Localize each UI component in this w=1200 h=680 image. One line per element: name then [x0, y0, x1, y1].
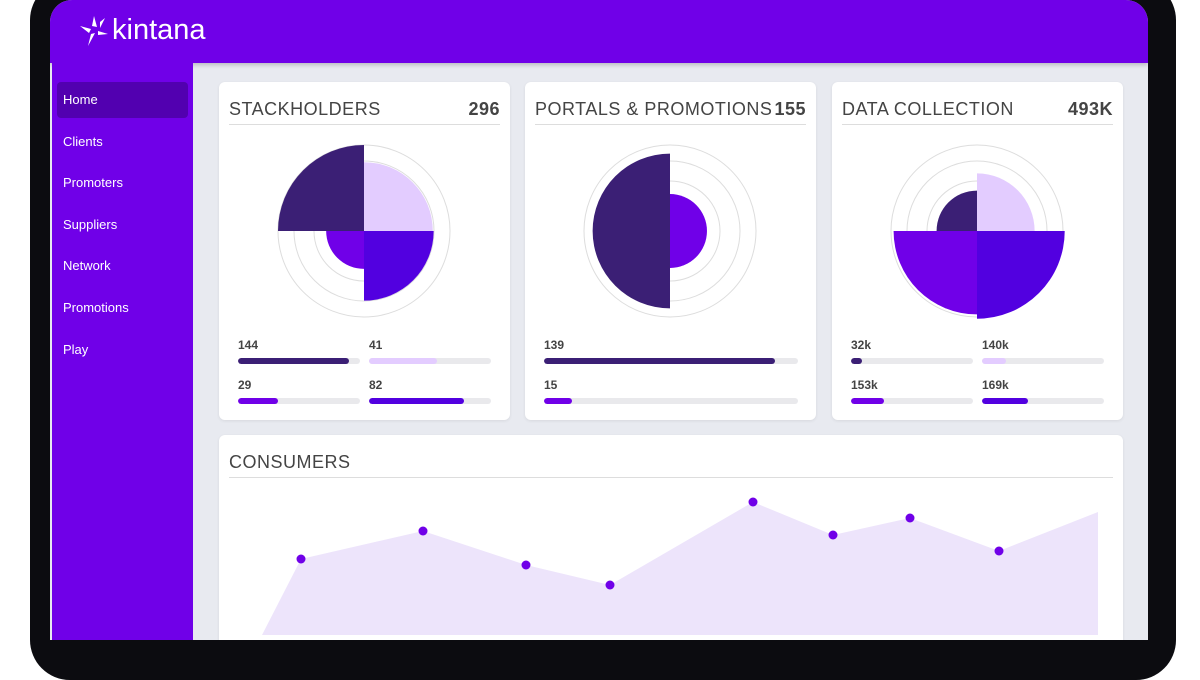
polar-wedge	[278, 145, 364, 231]
stat-item: 15	[544, 378, 798, 404]
data-point[interactable]	[605, 580, 615, 590]
area-fill	[262, 502, 1098, 635]
card-stackholders: STACKHOLDERS 296 144 41 29 82	[219, 82, 510, 420]
card-portals-promotions: PORTALS & PROMOTIONS 155 139 15	[525, 82, 816, 420]
stat-item: 139	[544, 338, 798, 364]
polar-chart	[583, 144, 757, 318]
stat-item: 29	[238, 378, 360, 404]
card-title: CONSUMERS	[229, 452, 351, 472]
sidebar-item-promoters[interactable]: Promoters	[63, 175, 123, 191]
card-data-collection: DATA COLLECTION 493K 32k 140k 153k 169k	[832, 82, 1123, 420]
stat-value: 169k	[982, 378, 1009, 392]
stat-progress-bar	[238, 398, 360, 404]
stat-progress-fill	[851, 398, 884, 404]
stat-progress-bar	[369, 398, 491, 404]
card-total: 155	[774, 99, 806, 119]
grid-ring	[583, 144, 757, 318]
stat-progress-bar	[238, 358, 360, 364]
stat-progress-fill	[369, 398, 465, 404]
stat-value: 32k	[851, 338, 872, 352]
polar-wedge	[936, 190, 977, 231]
data-point[interactable]	[296, 554, 306, 564]
card-title: PORTALS & PROMOTIONS	[535, 99, 773, 119]
data-point[interactable]	[994, 546, 1004, 556]
card-title-row: STACKHOLDERS 296	[229, 99, 500, 125]
polar-wedge	[364, 231, 434, 301]
stat-progress-bar	[982, 398, 1104, 404]
data-point[interactable]	[521, 560, 531, 570]
sidebar-item-play[interactable]: Play	[63, 341, 89, 357]
stat-progress-fill	[238, 358, 350, 364]
stat-progress-fill	[238, 398, 279, 404]
stat-progress-bar	[544, 398, 798, 404]
data-point[interactable]	[828, 530, 838, 540]
stat-progress-fill	[982, 398, 1029, 404]
stat-item: 169k	[982, 378, 1104, 404]
stat-value: 15	[544, 378, 558, 392]
stat-item: 153k	[851, 378, 973, 404]
stat-progress-bar	[982, 358, 1104, 364]
consumers-area-chart	[262, 497, 1098, 635]
header: kintana	[50, 0, 1148, 63]
polar-wedge	[977, 173, 1035, 231]
logo-star-icon	[80, 16, 108, 46]
sidebar-item-promotions[interactable]: Promotions	[63, 299, 129, 315]
polar-chart	[277, 144, 451, 318]
stat-value: 153k	[851, 378, 878, 392]
stat-progress-fill	[369, 358, 438, 364]
stat-value: 139	[544, 338, 565, 352]
polar-wedge	[893, 231, 977, 315]
stat-value: 41	[369, 338, 383, 352]
stat-item: 32k	[851, 338, 973, 364]
stat-progress-fill	[544, 358, 776, 364]
stat-progress-bar	[369, 358, 491, 364]
data-point[interactable]	[418, 526, 428, 536]
stat-value: 29	[238, 378, 252, 392]
stat-progress-fill	[544, 398, 572, 404]
stat-progress-bar	[851, 358, 973, 364]
sidebar-item-network[interactable]: Network	[63, 258, 111, 274]
card-title: STACKHOLDERS	[229, 99, 381, 119]
stat-value: 144	[238, 338, 259, 352]
stat-item: 140k	[982, 338, 1104, 364]
kintana-logo[interactable]: kintana	[76, 12, 206, 48]
stat-value: 140k	[982, 338, 1009, 352]
card-title-row: PORTALS & PROMOTIONS 155	[535, 99, 806, 125]
card-total: 296	[468, 99, 500, 119]
stat-progress-fill	[982, 358, 1007, 364]
sidebar: Home Clients Promoters Suppliers Network Prom…	[52, 63, 193, 640]
polar-chart	[890, 144, 1065, 319]
stat-item: 41	[369, 338, 491, 364]
sidebar-item-suppliers[interactable]: Suppliers	[63, 216, 118, 232]
stat-value: 82	[369, 378, 383, 392]
polar-wedge	[670, 194, 707, 268]
stat-progress-bar	[851, 398, 973, 404]
logo-text: kintana	[112, 13, 206, 46]
stat-progress-fill	[851, 358, 862, 364]
polar-wedge	[364, 162, 433, 231]
card-title-row: DATA COLLECTION 493K	[842, 99, 1113, 125]
stat-item: 82	[369, 378, 491, 404]
sidebar-item-clients[interactable]: Clients	[63, 133, 103, 149]
stat-item: 144	[238, 338, 360, 364]
card-title: DATA COLLECTION	[842, 99, 1014, 119]
sidebar-item-home[interactable]: Home	[57, 82, 188, 118]
data-point[interactable]	[748, 497, 758, 507]
data-point[interactable]	[905, 513, 915, 523]
consumers-card: CONSUMERS	[219, 435, 1123, 640]
card-total: 493K	[1067, 99, 1113, 119]
consumers-title-row: CONSUMERS	[229, 452, 1113, 478]
polar-wedge	[592, 153, 670, 309]
stat-progress-bar	[544, 358, 798, 364]
polar-wedge	[326, 231, 364, 269]
app-screen: kintana Home Clients Promoters Suppliers Net…	[50, 0, 1148, 640]
polar-wedge	[977, 231, 1065, 319]
